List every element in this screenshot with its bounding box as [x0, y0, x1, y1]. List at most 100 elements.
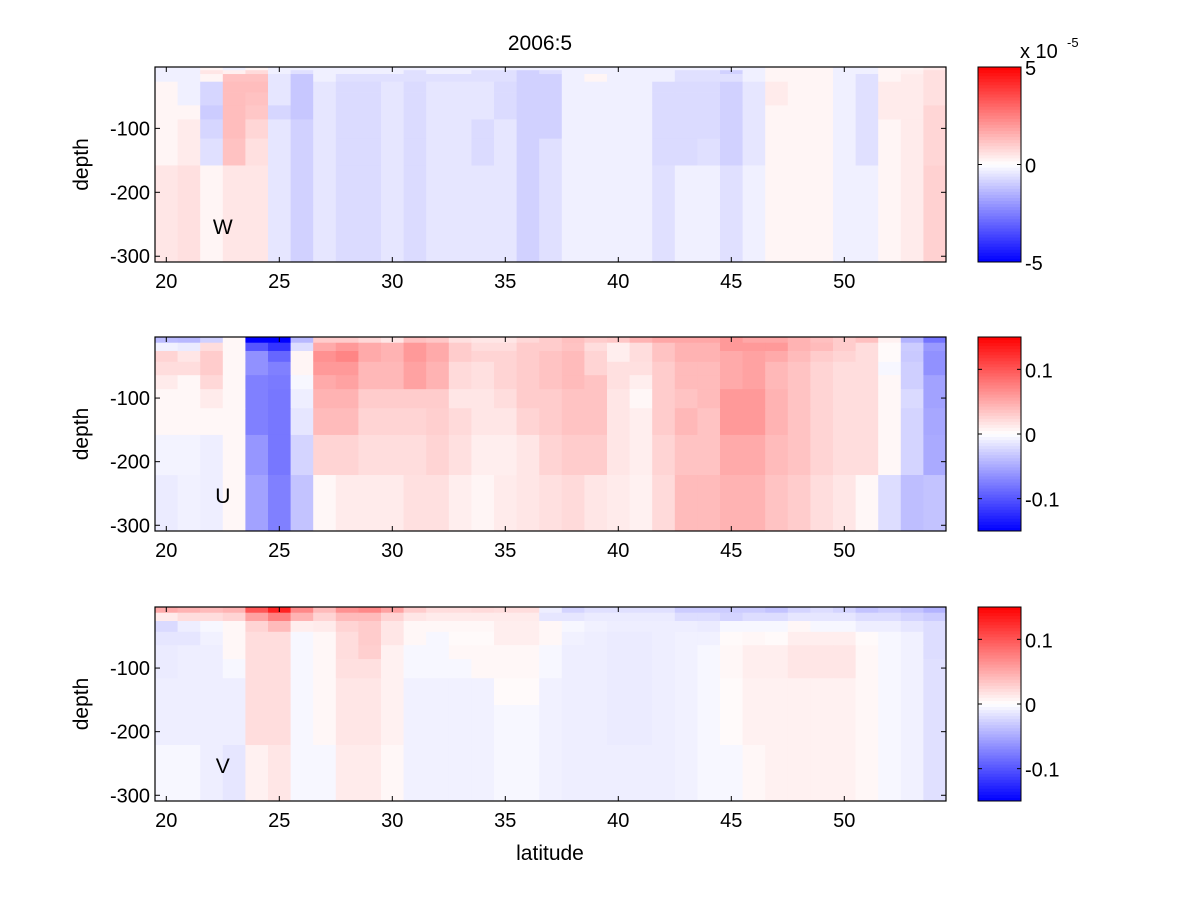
heatmap-cell	[561, 704, 585, 746]
heatmap-cell	[765, 342, 789, 352]
heatmap-cell	[629, 74, 653, 83]
x-tick-label: 35	[494, 810, 516, 832]
heatmap-cell	[561, 678, 585, 706]
heatmap-cell	[742, 612, 766, 622]
heatmap-cell	[200, 337, 224, 344]
heatmap-cell	[584, 659, 608, 679]
heatmap-cell	[607, 375, 630, 390]
heatmap-cell	[900, 105, 924, 120]
heatmap-cell	[426, 704, 450, 746]
heatmap-cell	[787, 81, 811, 93]
colorbar-swatch	[978, 500, 1021, 505]
heatmap-cell	[855, 205, 879, 263]
heatmap-cell	[855, 678, 879, 706]
heatmap-cell	[923, 607, 947, 614]
heatmap-cell	[629, 138, 653, 166]
heatmap-cell	[923, 205, 947, 263]
y-tick-label: -300	[110, 785, 150, 807]
colorbar-swatch	[978, 403, 1021, 408]
heatmap-cell	[155, 678, 178, 706]
heatmap-cell	[200, 67, 224, 71]
heatmap-cell	[923, 74, 947, 83]
heatmap-cell	[878, 74, 902, 83]
heatmap-cell	[855, 389, 879, 409]
heatmap-cell	[810, 434, 834, 476]
heatmap-cell	[674, 375, 698, 390]
heatmap-cell	[358, 350, 382, 363]
colorbar-swatch	[978, 146, 1021, 150]
heatmap-cell	[539, 612, 563, 622]
heatmap-cell	[268, 92, 291, 106]
heatmap-cell	[222, 81, 246, 93]
heatmap-cell	[674, 620, 698, 633]
heatmap-cell	[222, 620, 246, 633]
heatmap-cell	[697, 92, 721, 106]
heatmap-cell	[268, 205, 291, 263]
colorbar-swatch	[978, 358, 1021, 362]
heatmap-cell	[358, 81, 382, 93]
heatmap-cell	[222, 375, 246, 390]
colorbar-swatch	[978, 434, 1021, 438]
heatmap-cell	[787, 119, 811, 140]
heatmap-cell	[584, 745, 608, 802]
heatmap-cell	[652, 337, 676, 344]
heatmap-cell	[878, 645, 902, 660]
heatmap-cell	[290, 361, 314, 376]
heatmap-cell	[742, 119, 766, 140]
heatmap-cell	[426, 645, 450, 660]
heatmap-cell	[358, 659, 382, 679]
heatmap-cell	[787, 74, 811, 83]
heatmap-cell	[155, 361, 178, 376]
heatmap-cell	[381, 612, 404, 622]
heatmap-cell	[268, 659, 291, 679]
heatmap-cell	[403, 434, 427, 476]
heatmap-cell	[200, 342, 224, 352]
colorbar-swatch	[978, 424, 1021, 429]
x-tick-label: 50	[833, 540, 855, 562]
heatmap-cell	[403, 607, 427, 614]
heatmap-cell	[358, 620, 382, 633]
heatmap-cell	[222, 678, 246, 706]
heatmap-cell	[516, 70, 540, 75]
heatmap-cell	[516, 704, 540, 746]
heatmap-cell	[222, 138, 246, 166]
heatmap-cell	[290, 408, 314, 436]
heatmap-cell	[765, 745, 789, 802]
heatmap-cell	[629, 361, 653, 376]
x-tick-label: 20	[155, 271, 177, 293]
colorbar-swatch	[978, 237, 1021, 242]
heatmap-cell	[381, 678, 404, 706]
colorbar-swatch	[978, 355, 1021, 359]
heatmap-cell	[426, 375, 450, 390]
colorbar-swatch	[978, 76, 1021, 80]
heatmap-cell	[652, 138, 676, 166]
heatmap-cell	[923, 434, 947, 476]
colorbar-swatch	[978, 467, 1021, 471]
heatmap-cell	[720, 745, 743, 802]
heatmap-cell	[245, 92, 269, 106]
heatmap-cell	[697, 119, 721, 140]
colorbar-swatch	[978, 719, 1021, 723]
heatmap-cell	[222, 67, 246, 71]
heatmap-cell	[381, 631, 404, 646]
heatmap-cell	[923, 119, 947, 140]
heatmap-cell	[313, 607, 337, 614]
heatmap-cell	[200, 119, 224, 140]
heatmap-cell	[697, 607, 721, 614]
colorbar-swatch	[978, 213, 1021, 217]
heatmap-cell	[629, 434, 653, 476]
colorbar-swatch	[978, 118, 1021, 123]
colorbar-swatch	[978, 173, 1021, 178]
colorbar-swatch	[978, 167, 1021, 172]
colorbar-swatch	[978, 85, 1021, 89]
heatmap-cell	[448, 408, 472, 436]
heatmap-cell	[629, 475, 653, 532]
heatmap-cell	[222, 74, 246, 83]
heatmap-cell	[335, 434, 359, 476]
heatmap-cell	[674, 434, 698, 476]
heatmap-cell	[652, 350, 676, 363]
heatmap-cell	[222, 475, 246, 532]
colorbar-tick-label: 0.1	[1025, 360, 1053, 382]
heatmap-cell	[494, 745, 517, 802]
x-tick-label: 40	[607, 810, 629, 832]
